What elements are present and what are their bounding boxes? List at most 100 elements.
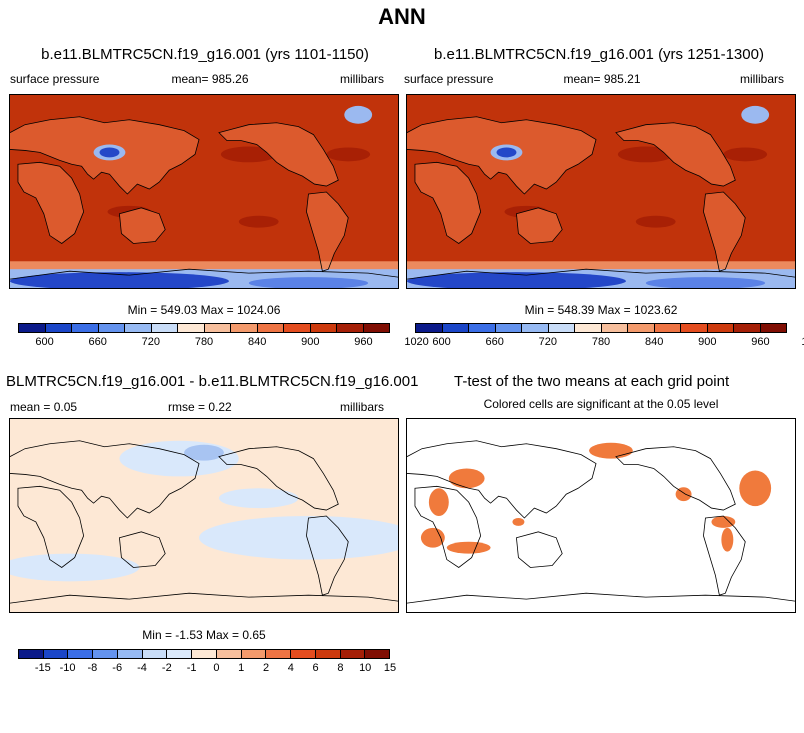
colorbar-tick-label: 0	[213, 662, 220, 674]
colorbar-tick-label: 8	[337, 662, 344, 674]
colorbar-tick-label: 840	[247, 336, 267, 348]
colorbar-swatch	[19, 324, 46, 332]
variable-label-top-right: surface pressure	[404, 72, 494, 86]
units-label-bottom-left: millibars	[340, 400, 385, 414]
colorbar-tick-label: 10	[359, 662, 372, 674]
figure-title: ANN	[378, 4, 426, 29]
colorbar-swatch	[266, 650, 292, 658]
map-bottom-left	[9, 418, 399, 613]
colorbar-swatch	[72, 324, 99, 332]
colorbar-swatch	[628, 324, 655, 332]
colorbar-swatch	[442, 324, 469, 332]
colorbar-swatch	[68, 650, 94, 658]
colorbar-labels-top-left: 600 660 720 780 840 900 960 1020	[18, 336, 428, 350]
colorbar-tick-label: 15	[383, 662, 397, 674]
colorbar-swatch	[19, 650, 44, 658]
panel-subtitle-bottom-right: Colored cells are significant at the 0.0…	[483, 397, 719, 411]
colorbar-swatch	[241, 650, 267, 658]
panel-title-bottom-left: BLMTRC5CN.f19_g16.001 - b.e11.BLMTRC5CN.…	[6, 373, 419, 390]
colorbar-tick-label: -8	[87, 662, 98, 674]
colorbar-tick-label: 600	[432, 336, 451, 348]
colorbar-tick-label: -15	[34, 662, 51, 674]
colorbar-swatch	[151, 324, 178, 332]
colorbar-swatch	[315, 650, 341, 658]
map-top-left	[9, 94, 399, 289]
map-bottom-right	[406, 418, 796, 613]
colorbar-swatch	[548, 324, 575, 332]
colorbar-swatch	[681, 324, 708, 332]
colorbar-tick-label: 780	[591, 336, 611, 348]
colorbar-swatch	[167, 650, 193, 658]
variable-label-top-left: surface pressure	[10, 72, 100, 86]
colorbar-swatch	[93, 650, 118, 658]
colorbar-tick-label: 1020	[404, 336, 429, 348]
colorbar-tick-label: 720	[141, 336, 161, 348]
colorbar-swatch	[469, 324, 496, 332]
colorbar-tick-label: 960	[354, 336, 373, 348]
colorbar-swatch	[45, 324, 72, 332]
mean-label-top-left: mean= 985.26	[171, 72, 249, 86]
colorbar-swatch	[284, 324, 311, 332]
colorbar-swatch	[178, 324, 205, 332]
colorbar-labels-top-right: 600 660 720 780 840 900 960 1020	[415, 336, 804, 350]
colorbar-swatch	[291, 650, 316, 658]
colorbar-swatch	[231, 324, 258, 332]
colorbar-swatch	[43, 650, 69, 658]
colorbar-swatch	[495, 324, 522, 332]
colorbar-tick-label: 6	[312, 662, 319, 674]
panel-title-top-right: b.e11.BLMTRC5CN.f19_g16.001 (yrs 1251-13…	[434, 46, 764, 63]
colorbar-bottom-left	[18, 649, 390, 659]
minmax-top-right: Min = 548.39 Max = 1023.62	[524, 303, 678, 317]
map-top-right	[406, 94, 796, 289]
colorbar-swatch	[365, 650, 390, 658]
colorbar-tick-label: 1020	[801, 336, 804, 348]
colorbar-swatch	[216, 650, 242, 658]
colorbar-swatch	[575, 324, 602, 332]
colorbar-swatch	[117, 650, 143, 658]
colorbar-swatch	[204, 324, 231, 332]
colorbar-swatch	[257, 324, 284, 332]
colorbar-tick-label: 4	[287, 662, 294, 674]
colorbar-swatch	[760, 324, 786, 332]
colorbar-swatch	[707, 324, 734, 332]
colorbar-swatch	[98, 324, 125, 332]
colorbar-tick-label: 900	[698, 336, 717, 348]
colorbar-tick-label: 660	[88, 336, 107, 348]
panel-title-top-left: b.e11.BLMTRC5CN.f19_g16.001 (yrs 1101-11…	[41, 46, 369, 63]
units-label-top-right: millibars	[740, 72, 785, 86]
colorbar-tick-label: 960	[751, 336, 770, 348]
colorbar-swatch	[192, 650, 217, 658]
colorbar-tick-label: 2	[262, 662, 270, 674]
panel-title-bottom-right: T-test of the two means at each grid poi…	[454, 373, 730, 390]
colorbar-tick-label: -2	[161, 662, 172, 674]
colorbar-swatch	[363, 324, 389, 332]
colorbar-swatch	[601, 324, 628, 332]
colorbar-swatch	[337, 324, 364, 332]
units-label-top-left: millibars	[340, 72, 385, 86]
colorbar-tick-label: -1	[186, 662, 197, 674]
colorbar-swatch	[416, 324, 443, 332]
colorbar-tick-label: -4	[137, 662, 147, 674]
colorbar-tick-label: -6	[112, 662, 123, 674]
colorbar-tick-label: 1	[238, 662, 245, 674]
colorbar-tick-label: 660	[485, 336, 504, 348]
colorbar-tick-label: 600	[35, 336, 54, 348]
colorbar-swatch	[340, 650, 366, 658]
colorbar-labels-bottom-left: -15 -10 -8 -6 -4 -2 -1 0 1 2 4 6 8 10 15	[18, 662, 396, 676]
colorbar-top-right	[415, 323, 787, 333]
mean-label-bottom-left: mean = 0.05	[10, 400, 78, 414]
rmse-label-bottom-left: rmse = 0.22	[168, 400, 232, 414]
colorbar-tick-label: 780	[194, 336, 214, 348]
mean-label-top-right: mean= 985.21	[563, 72, 641, 86]
minmax-bottom-left: Min = -1.53 Max = 0.65	[142, 628, 266, 642]
colorbar-swatch	[654, 324, 681, 332]
colorbar-swatch	[142, 650, 168, 658]
colorbar-tick-label: 900	[301, 336, 320, 348]
colorbar-swatch	[310, 324, 337, 332]
colorbar-swatch	[125, 324, 152, 332]
colorbar-swatch	[734, 324, 761, 332]
minmax-top-left: Min = 549.03 Max = 1024.06	[127, 303, 281, 317]
colorbar-top-left	[18, 323, 390, 333]
colorbar-tick-label: 720	[538, 336, 558, 348]
colorbar-tick-label: 840	[644, 336, 664, 348]
